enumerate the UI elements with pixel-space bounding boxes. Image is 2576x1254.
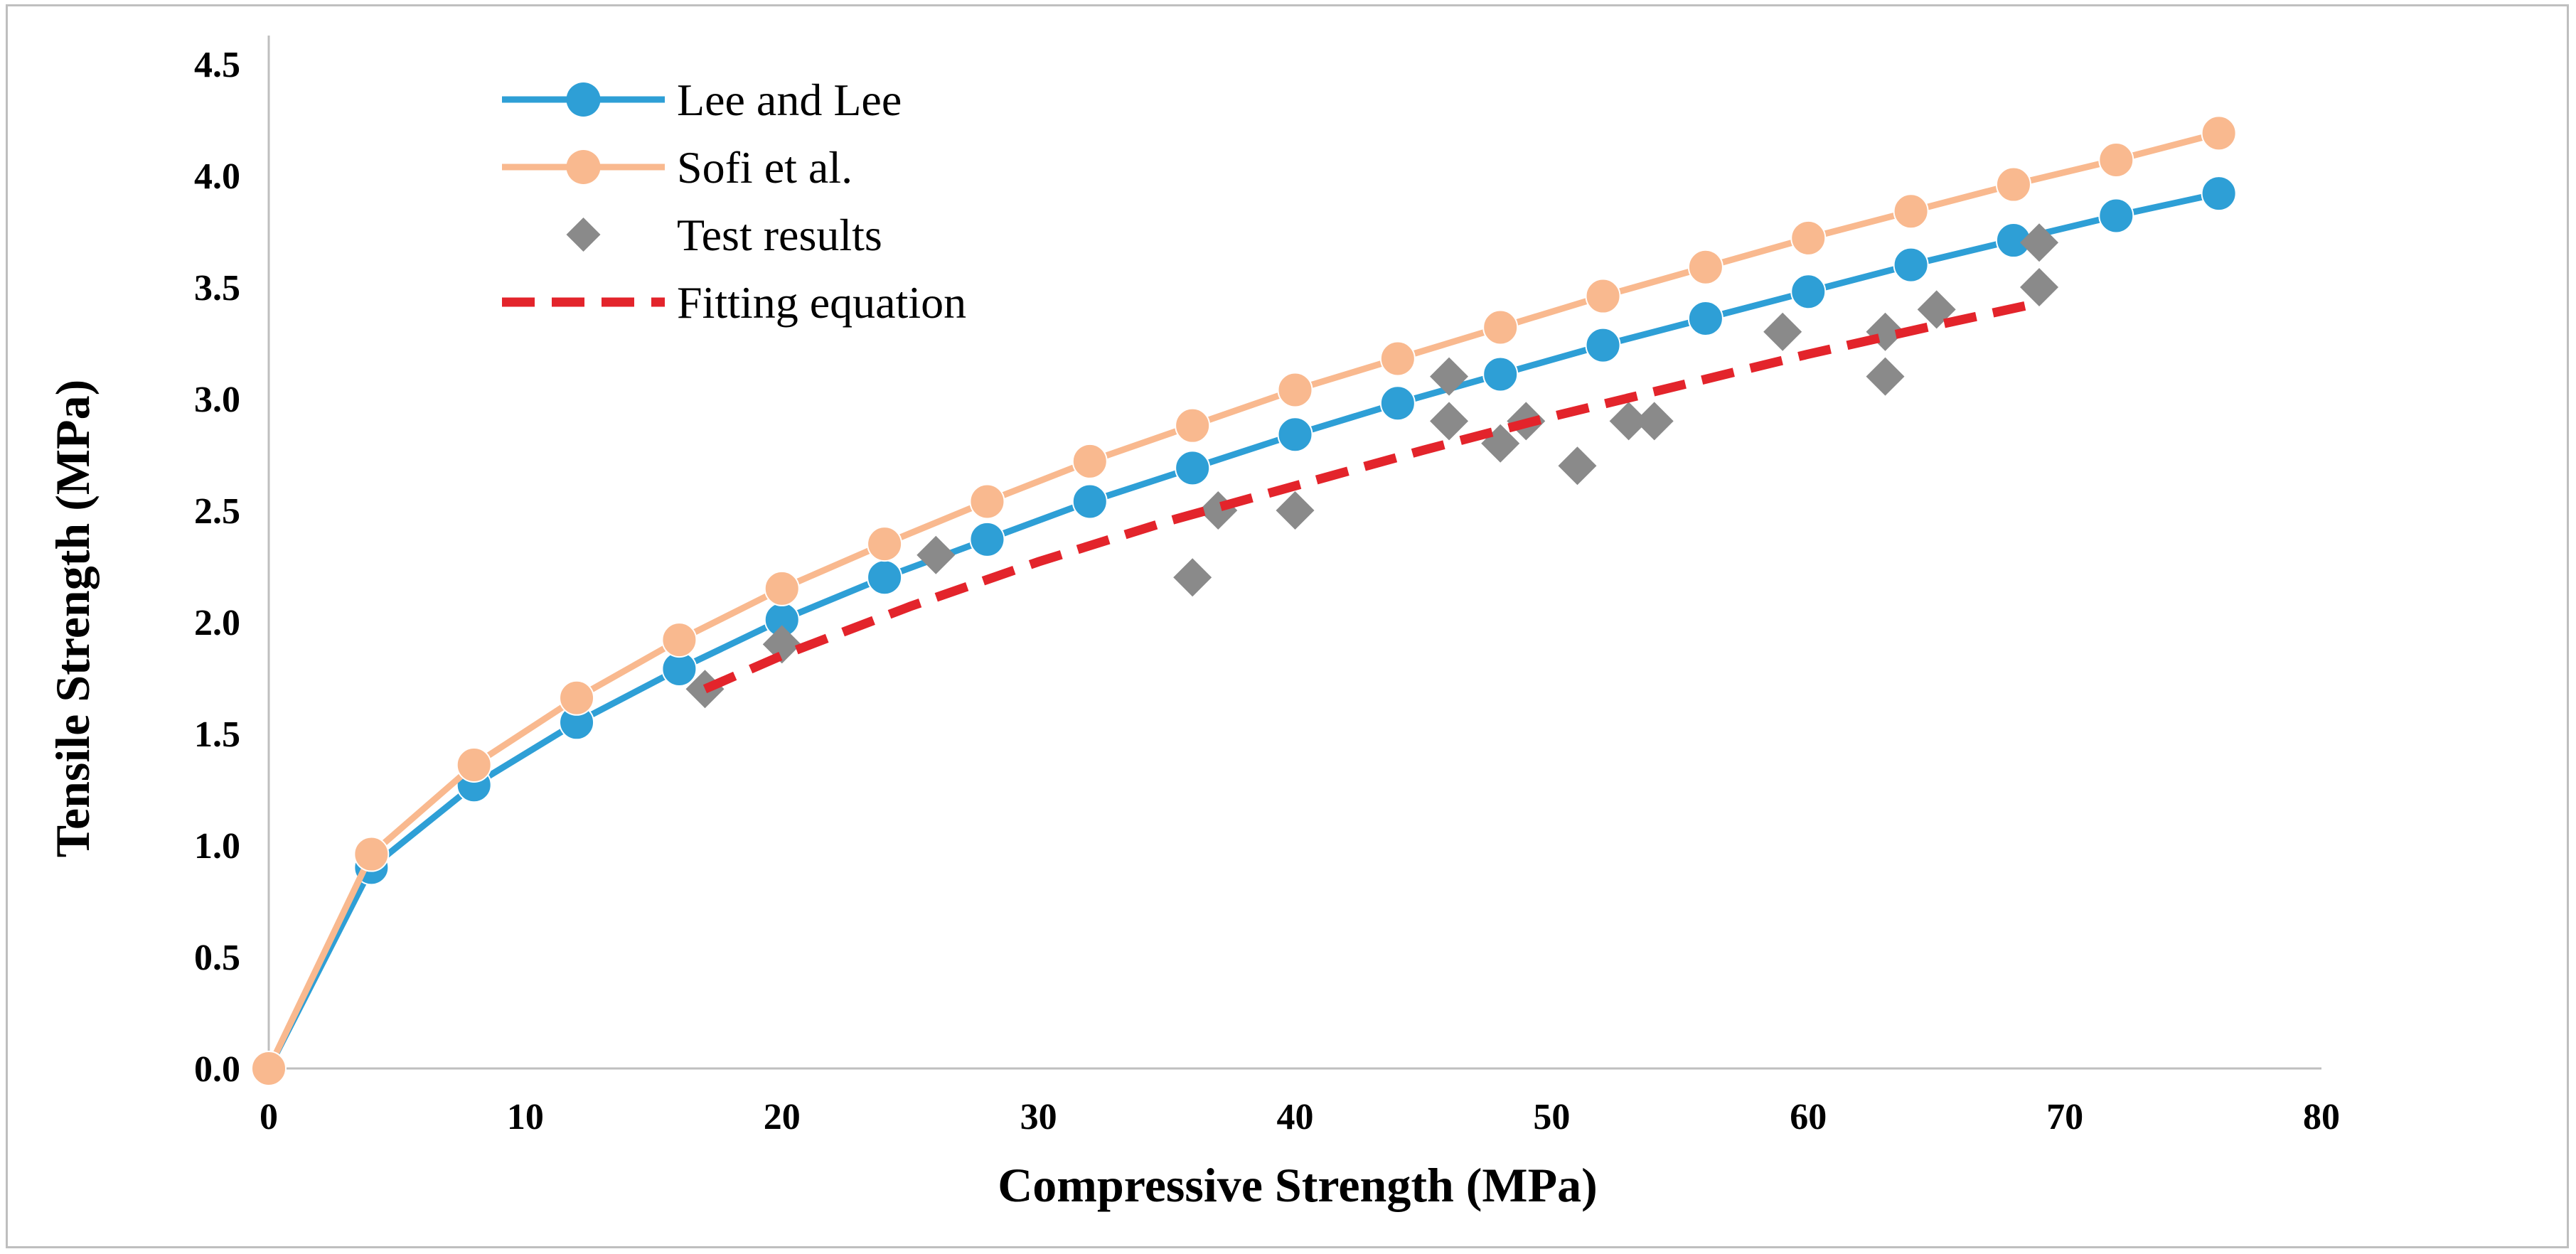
x-tick-label: 30: [1020, 1097, 1057, 1137]
legend-item: Test results: [566, 210, 882, 260]
data-point: [1687, 300, 1723, 336]
data-point: [969, 521, 1005, 557]
data-point: [1893, 247, 1929, 283]
x-tick-label: 40: [1277, 1097, 1314, 1137]
legend: Lee and Lee Sofi et al. Test results Fittin…: [502, 75, 966, 328]
y-tick-label: 1.5: [194, 714, 240, 755]
data-point: [2098, 198, 2134, 234]
legend-swatch-marker: [566, 82, 601, 117]
data-point: [1175, 450, 1211, 486]
data-point: [867, 526, 903, 562]
y-axis-title: Tensile Strength (MPa): [46, 380, 100, 857]
x-tick-label: 70: [2046, 1097, 2083, 1137]
data-point: [1790, 274, 1827, 310]
test-point: [1430, 357, 1469, 396]
test-point: [916, 535, 956, 574]
data-point: [2098, 142, 2134, 178]
fit-line: [702, 298, 2041, 694]
data-point: [1995, 166, 2031, 203]
test-point: [1866, 357, 1905, 396]
legend-label: Lee and Lee: [677, 75, 902, 125]
x-tick-label: 60: [1790, 1097, 1827, 1137]
legend-swatch-marker: [566, 150, 601, 184]
data-point: [1175, 407, 1211, 444]
axes: 0 10 20 30 40 50 60 70 80 0.0 0.5 1.0 1.5 2.0 2.5 3.0 3.…: [194, 36, 2340, 1137]
legend-label: Test results: [677, 210, 882, 260]
data-point: [1585, 278, 1621, 314]
y-tick-label: 0.5: [194, 938, 240, 978]
y-tick-label: 3.0: [194, 380, 240, 420]
test-point: [1635, 402, 1674, 441]
data-point: [456, 746, 492, 783]
data-point: [867, 559, 903, 596]
data-point: [251, 1051, 287, 1086]
data-point: [353, 836, 390, 872]
series-sofi-et-al: [251, 115, 2237, 1086]
test-point: [2020, 268, 2059, 306]
x-axis-title: Compressive Strength (MPa): [998, 1158, 1598, 1212]
test-point: [1199, 491, 1238, 530]
series-fitting-equation: [702, 298, 2041, 694]
series-test-results: [685, 223, 2059, 709]
x-tick-label: 0: [260, 1097, 278, 1137]
y-tick-label: 2.5: [194, 491, 240, 532]
data-point: [1687, 249, 1723, 285]
legend-item: Lee and Lee: [502, 75, 902, 125]
data-point: [1585, 327, 1621, 363]
data-point: [1071, 483, 1108, 520]
data-point: [1482, 309, 1519, 345]
test-point: [1430, 402, 1469, 441]
test-point: [1276, 491, 1315, 530]
y-tick-label: 1.0: [194, 826, 240, 867]
legend-label: Sofi et al.: [677, 142, 853, 193]
y-tick-label: 4.5: [194, 45, 240, 85]
x-tick-label: 80: [2303, 1097, 2340, 1137]
x-tick-label: 50: [1533, 1097, 1570, 1137]
y-tick-label: 2.0: [194, 603, 240, 643]
test-point: [1558, 446, 1597, 486]
data-point: [2201, 115, 2237, 151]
data-point: [1482, 356, 1519, 392]
y-tick-label: 0.0: [194, 1049, 240, 1090]
data-point: [1071, 443, 1108, 479]
test-point: [2020, 223, 2059, 262]
data-point: [764, 570, 800, 606]
data-point: [1379, 341, 1416, 377]
test-point: [1609, 402, 1648, 441]
series-lee-and-lee: [251, 176, 2237, 1086]
x-tick-label: 20: [764, 1097, 801, 1137]
data-point: [1379, 385, 1416, 422]
data-point: [1790, 220, 1827, 256]
series-layer: [251, 115, 2237, 1086]
data-point: [1277, 417, 1313, 453]
legend-label: Fitting equation: [677, 277, 966, 328]
test-point: [1763, 312, 1802, 351]
data-point: [2201, 176, 2237, 212]
data-point: [559, 680, 595, 716]
legend-item: Fitting equation: [502, 277, 966, 328]
data-point: [661, 622, 698, 658]
legend-swatch-diamond: [566, 218, 601, 252]
data-point: [1893, 193, 1929, 230]
data-point: [969, 483, 1005, 520]
data-point: [1277, 372, 1313, 408]
test-point: [762, 625, 801, 664]
test-point: [1173, 558, 1212, 597]
legend-item: Sofi et al.: [502, 142, 853, 193]
y-tick-label: 4.0: [194, 156, 240, 197]
y-tick-label: 3.5: [194, 268, 240, 309]
x-tick-label: 10: [507, 1097, 544, 1137]
